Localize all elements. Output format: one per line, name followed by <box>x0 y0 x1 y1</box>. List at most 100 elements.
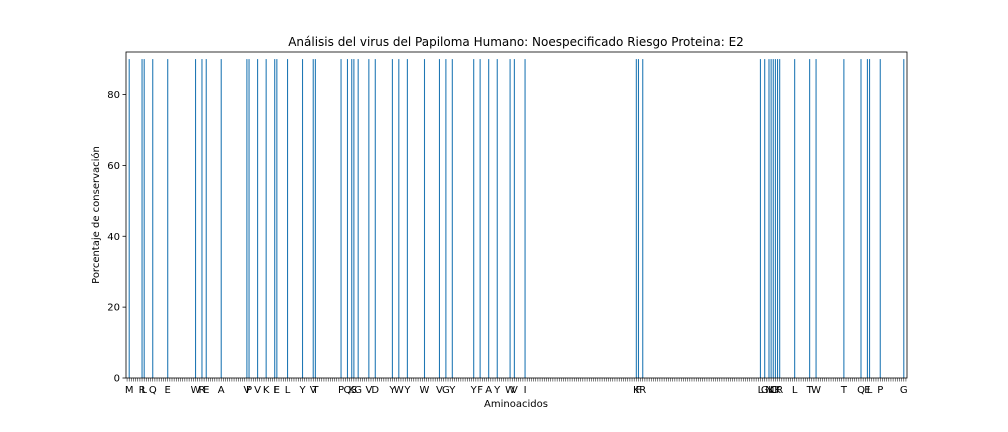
bar <box>128 59 130 379</box>
x-tick-label: L <box>867 385 873 396</box>
bar <box>374 59 376 379</box>
x-tick-label: P <box>246 385 252 396</box>
x-tick-label: W <box>420 385 430 396</box>
x-tick-label: C <box>770 385 777 396</box>
x-tick-label: M <box>125 385 134 396</box>
bar <box>346 59 348 379</box>
bar <box>496 59 498 379</box>
y-tick-label: 40 <box>107 232 120 243</box>
bar <box>276 59 278 379</box>
bar <box>287 59 289 379</box>
bar <box>195 59 197 379</box>
bar <box>314 59 316 379</box>
x-tick-label: E <box>203 385 209 396</box>
bar <box>777 59 779 379</box>
bar <box>866 59 868 379</box>
x-tick-label: V <box>310 385 317 396</box>
bar <box>764 59 766 379</box>
x-tick-label: Y <box>470 385 478 396</box>
x-tick-label: F <box>636 385 642 396</box>
bar <box>903 59 905 379</box>
y-tick-label: 0 <box>114 374 120 385</box>
y-tick-label: 80 <box>107 90 120 101</box>
bar <box>642 59 644 379</box>
bar <box>201 59 203 379</box>
bar <box>759 59 761 379</box>
x-tick-label: V <box>511 385 518 396</box>
bar <box>860 59 862 379</box>
x-tick-label: F <box>477 385 483 396</box>
x-tick-label: V <box>365 385 372 396</box>
bar <box>220 59 222 379</box>
bar <box>479 59 481 379</box>
bar <box>451 59 453 379</box>
x-tick-label: T <box>840 385 848 396</box>
x-tick-label: G <box>761 385 769 396</box>
x-tick-label: Q <box>149 385 157 396</box>
x-tick-label: K <box>348 385 355 396</box>
bar <box>368 59 370 379</box>
chart-title: Análisis del virus del Papiloma Humano: … <box>288 35 744 49</box>
bar <box>143 59 145 379</box>
bar <box>772 59 774 379</box>
bar <box>141 59 143 379</box>
bar <box>167 59 169 379</box>
y-tick-label: 20 <box>107 303 120 314</box>
bar <box>248 59 250 379</box>
x-tick-label: E <box>165 385 171 396</box>
bar <box>274 59 276 379</box>
x-tick-label: A <box>218 385 225 396</box>
bar <box>637 59 639 379</box>
bar <box>524 59 526 379</box>
bar <box>357 59 359 379</box>
bar <box>351 59 353 379</box>
x-tick-label: W <box>811 385 821 396</box>
bar <box>779 59 781 379</box>
bar-group <box>128 59 905 379</box>
plot-frame <box>125 51 908 379</box>
bar <box>423 59 426 379</box>
bar <box>340 59 342 379</box>
bar <box>312 59 314 379</box>
x-tick-label: D <box>772 385 780 396</box>
x-tick-label: Y <box>298 385 306 396</box>
x-tick-label: T <box>311 385 319 396</box>
bar <box>391 59 393 379</box>
x-tick-label: L <box>141 385 147 396</box>
x-tick-label: Y <box>388 385 396 396</box>
bar <box>815 59 817 379</box>
x-tick-label: R <box>776 385 783 396</box>
bar <box>406 59 408 379</box>
x-tick-label: I <box>524 385 527 396</box>
x-tick-label: W <box>394 385 404 396</box>
bar <box>353 59 355 379</box>
x-tick-label: I <box>273 385 276 396</box>
bar <box>869 59 871 379</box>
bar <box>445 59 447 379</box>
y-tick-label: 60 <box>107 161 120 172</box>
bar <box>152 59 154 379</box>
bar <box>265 59 267 379</box>
x-tick-label: V <box>436 385 443 396</box>
x-tick-label: Q <box>344 385 352 396</box>
bar <box>205 59 207 379</box>
x-tick-label: V <box>243 385 250 396</box>
x-tick-label: V <box>254 385 261 396</box>
x-tick-label: L <box>758 385 764 396</box>
bar <box>794 59 796 379</box>
x-tick-label: L <box>285 385 291 396</box>
x-tick-label: P <box>338 385 344 396</box>
bar <box>513 59 515 379</box>
y-axis-label: Porcentaje de conservación <box>90 146 102 284</box>
bar <box>843 59 845 379</box>
bar <box>879 59 881 379</box>
bar <box>809 59 811 379</box>
x-tick-label: K <box>768 385 775 396</box>
x-axis-label: Aminoacidos <box>484 399 548 410</box>
x-tick-label: A <box>485 385 492 396</box>
x-tick-label: W <box>505 385 515 396</box>
x-tick-label: R <box>139 385 146 396</box>
x-tick-label: L <box>792 385 798 396</box>
bar <box>774 59 776 379</box>
